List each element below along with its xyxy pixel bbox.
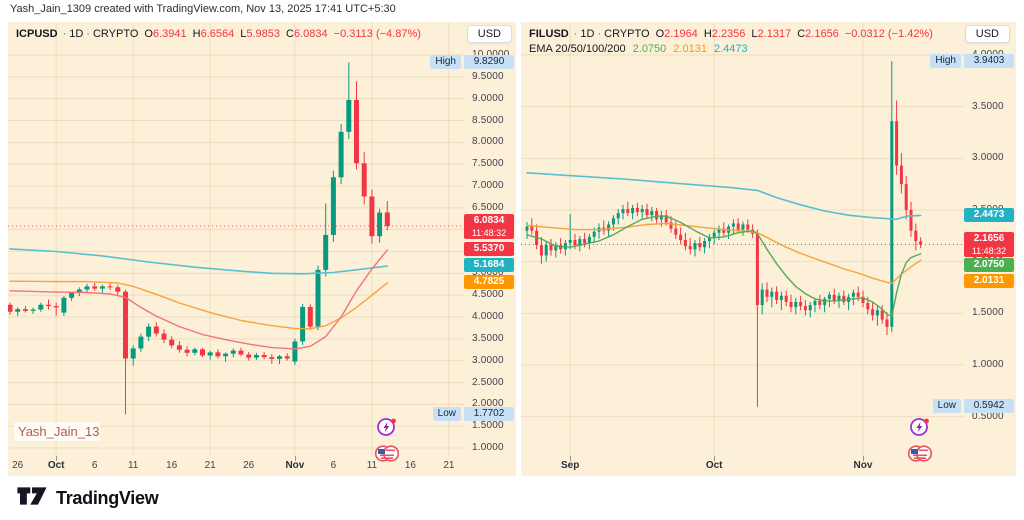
price-pane[interactable] (521, 22, 964, 461)
price-tick-label: 1.0000 (972, 359, 1004, 370)
price-pane[interactable] (8, 22, 464, 461)
time-tick-label: Nov (285, 460, 305, 471)
price-tick-label: 2.0000 (472, 398, 504, 410)
price-tick-label: 3.0000 (472, 354, 504, 366)
bar-countdown: 11:48:32 (971, 246, 1007, 257)
price-tick-label: 5.0000 (472, 267, 504, 279)
ma-fast-line (9, 249, 388, 350)
time-tick-label: 11 (127, 460, 139, 471)
time-tick-label: Oct (705, 460, 723, 471)
time-tick-label: 11 (366, 460, 378, 471)
ma-mid-line (9, 280, 388, 330)
price-tick-label: 0.5000 (972, 410, 1004, 422)
ma-value-badge: 5.1684 (464, 258, 514, 273)
time-tick-label: 6 (330, 460, 337, 471)
price-tick-label: 10.0000 (472, 49, 510, 60)
time-tick-label: 16 (404, 460, 416, 471)
range-value: 0.5942 (964, 399, 1014, 414)
last-price-badge: 2.1656 11:48:32 (964, 232, 1014, 258)
time-tick-mark (863, 456, 864, 461)
price-tick-label: 7.0000 (472, 180, 504, 191)
time-tick-label: Sep (561, 460, 580, 471)
ema-200-line (526, 172, 922, 221)
tradingview-footer: TradingView (16, 484, 159, 513)
price-tick-label: 6.5000 (472, 201, 504, 213)
ma-value-badge: 4.7825 (464, 275, 514, 290)
high-badge: High 9.8290 (430, 54, 514, 69)
ema-20-line (526, 215, 922, 318)
chart-panel-icpusd: ICPUSD · 1D · CRYPTO O6.3941 H6.6564 L5.9853 C6.… (8, 22, 516, 476)
price-tick-label: 4.5000 (472, 289, 504, 301)
range-label: High (930, 53, 961, 68)
symbol-legend[interactable]: FILUSD · 1D · CRYPTO O2.1964 H2.2356 L2.1317 C2.… (529, 28, 933, 40)
price-tick-label: 3.0000 (972, 152, 1004, 164)
price-tick-label: 3.5000 (972, 100, 1004, 112)
price-tick-label: 1.0000 (472, 442, 504, 453)
time-tick-label: 6 (91, 460, 98, 471)
price-tick-label: 2.5000 (472, 376, 504, 388)
range-value: 1.7702 (464, 406, 514, 421)
price-tick-label: 1.5000 (972, 307, 1004, 319)
currency-toggle-button[interactable]: USD (466, 25, 512, 43)
range-label: Low (932, 399, 961, 414)
last-price-badge: 6.0834 11:48:32 (464, 213, 514, 239)
ma-slow-line (9, 248, 389, 275)
price-tick-label: 8.5000 (472, 114, 504, 126)
range-label: High (430, 54, 461, 69)
alerts-lightning-icon[interactable] (909, 416, 931, 443)
time-tick-mark (570, 456, 572, 461)
low-badge: Low 1.7702 (432, 406, 514, 421)
tradingview-logo-text[interactable]: TradingView (56, 488, 159, 508)
high-badge: High 3.9403 (930, 53, 1014, 68)
time-tick-mark (294, 456, 296, 461)
low-badge: Low 0.5942 (932, 399, 1014, 414)
ma-value-badge: 2.0750 (964, 258, 1014, 273)
us-economic-events-icon[interactable] (374, 445, 400, 467)
time-tick-label: 26 (243, 460, 255, 471)
price-tick-label: 4.0000 (472, 311, 504, 322)
price-tick-label: 3.5000 (472, 332, 504, 344)
time-tick-mark (714, 456, 716, 461)
price-tick-label: 7.5000 (472, 158, 504, 170)
time-tick-label: Oct (47, 460, 65, 471)
price-tick-label: 9.0000 (472, 92, 504, 104)
currency-toggle-button[interactable]: USD (964, 25, 1010, 43)
time-tick-label: 21 (443, 460, 455, 471)
price-tick-label: 9.5000 (472, 70, 504, 82)
time-tick-label: 16 (166, 460, 178, 471)
ema-100-line (526, 222, 922, 285)
range-value: 9.8290 (464, 54, 514, 69)
us-economic-events-icon[interactable] (907, 445, 933, 467)
tradingview-logo-icon[interactable] (16, 484, 48, 513)
time-tick-label: 26 (12, 460, 24, 471)
ema-legend[interactable]: EMA 20/50/100/200 2.0750 2.0131 2.4473 (529, 43, 748, 55)
time-tick-mark (56, 456, 58, 461)
bar-countdown: 11:48:32 (471, 227, 507, 238)
attribution-text: Yash_Jain_1309 created with TradingView.… (10, 3, 396, 15)
ma-value-badge: 2.0131 (964, 274, 1014, 289)
user-watermark: Yash_Jain_13 (14, 422, 100, 441)
range-label: Low (432, 406, 461, 421)
ma-value-badge: 5.5370 (464, 242, 514, 257)
price-tick-label: 8.0000 (472, 136, 504, 148)
alerts-lightning-icon[interactable] (376, 416, 398, 443)
time-tick-label: Nov (853, 460, 873, 471)
ma-value-badge: 2.4473 (964, 207, 1014, 222)
price-tick-label: 1.5000 (472, 420, 504, 432)
symbol-legend[interactable]: ICPUSD · 1D · CRYPTO O6.3941 H6.6564 L5.9853 C6.… (16, 28, 421, 40)
chart-panel-filusd: FILUSD · 1D · CRYPTO O2.1964 H2.2356 L2.1317 C2.… (521, 22, 1016, 476)
range-value: 3.9403 (964, 53, 1014, 68)
time-tick-label: 21 (204, 460, 216, 471)
